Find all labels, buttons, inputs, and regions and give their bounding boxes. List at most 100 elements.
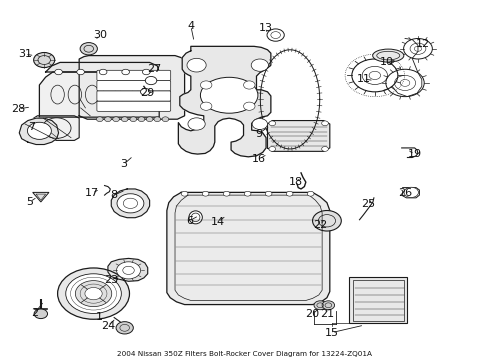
Polygon shape	[19, 118, 59, 144]
Circle shape	[121, 117, 128, 122]
Circle shape	[264, 192, 271, 196]
Circle shape	[130, 117, 137, 122]
Text: 2: 2	[31, 308, 38, 318]
Text: 24: 24	[101, 321, 115, 331]
Circle shape	[306, 192, 313, 196]
Text: 19: 19	[407, 149, 421, 159]
Circle shape	[268, 121, 275, 126]
Circle shape	[285, 192, 292, 196]
Text: 16: 16	[251, 154, 265, 164]
Circle shape	[243, 102, 255, 110]
Circle shape	[146, 117, 153, 122]
Circle shape	[85, 287, 102, 300]
Text: 11: 11	[356, 74, 369, 84]
Circle shape	[252, 118, 267, 130]
FancyBboxPatch shape	[97, 70, 170, 81]
Polygon shape	[166, 192, 329, 305]
FancyBboxPatch shape	[97, 91, 170, 101]
Text: 30: 30	[93, 30, 106, 40]
Polygon shape	[33, 192, 49, 202]
Text: 28: 28	[11, 104, 25, 114]
Text: 1: 1	[96, 311, 103, 321]
Circle shape	[187, 118, 205, 130]
Text: 5: 5	[26, 197, 33, 207]
Circle shape	[77, 69, 84, 75]
Circle shape	[116, 262, 140, 279]
Circle shape	[202, 192, 208, 196]
Circle shape	[138, 117, 144, 122]
Text: 7: 7	[28, 122, 35, 132]
Text: 13: 13	[259, 23, 272, 33]
Text: 26: 26	[397, 188, 411, 198]
Polygon shape	[79, 55, 184, 119]
Circle shape	[112, 117, 119, 122]
Circle shape	[200, 81, 211, 89]
Text: 3: 3	[120, 159, 127, 169]
FancyBboxPatch shape	[97, 101, 170, 111]
Circle shape	[251, 59, 268, 71]
Text: 9: 9	[255, 129, 262, 139]
Text: 31: 31	[18, 49, 32, 59]
Text: 12: 12	[415, 39, 429, 49]
Circle shape	[116, 322, 133, 334]
Polygon shape	[40, 72, 159, 117]
Text: 22: 22	[312, 220, 326, 230]
Circle shape	[27, 122, 51, 139]
Circle shape	[243, 81, 255, 89]
Ellipse shape	[372, 49, 403, 62]
Circle shape	[34, 53, 55, 68]
Circle shape	[313, 301, 326, 310]
Circle shape	[58, 268, 129, 319]
Text: 29: 29	[140, 88, 155, 98]
FancyBboxPatch shape	[348, 277, 407, 323]
Ellipse shape	[200, 77, 257, 113]
Text: 27: 27	[147, 64, 161, 74]
Polygon shape	[108, 258, 147, 281]
Polygon shape	[111, 189, 149, 218]
FancyBboxPatch shape	[97, 81, 170, 91]
Circle shape	[140, 89, 150, 95]
Polygon shape	[267, 121, 329, 151]
Circle shape	[122, 69, 129, 75]
Text: 20: 20	[305, 309, 319, 319]
Text: 6: 6	[185, 216, 192, 226]
Circle shape	[223, 192, 229, 196]
Circle shape	[322, 301, 334, 310]
Circle shape	[162, 117, 168, 122]
Text: 2004 Nissan 350Z Filters Bolt-Rocker Cover Diagram for 13224-ZQ01A: 2004 Nissan 350Z Filters Bolt-Rocker Cov…	[117, 351, 371, 357]
Text: 17: 17	[85, 188, 99, 198]
Circle shape	[117, 194, 143, 213]
Circle shape	[181, 192, 187, 196]
Text: 10: 10	[380, 57, 393, 67]
Circle shape	[321, 121, 328, 126]
Circle shape	[75, 281, 112, 307]
Circle shape	[104, 117, 111, 122]
Polygon shape	[34, 116, 79, 140]
Text: 23: 23	[104, 275, 118, 285]
Circle shape	[142, 69, 150, 75]
Circle shape	[55, 69, 62, 75]
Circle shape	[34, 309, 47, 319]
Text: 8: 8	[110, 190, 118, 200]
Circle shape	[268, 147, 275, 151]
Circle shape	[96, 117, 103, 122]
Text: 14: 14	[211, 217, 225, 227]
Circle shape	[80, 42, 97, 55]
Circle shape	[321, 147, 328, 151]
Circle shape	[65, 274, 121, 314]
Circle shape	[154, 117, 160, 122]
Polygon shape	[45, 62, 159, 72]
Text: 21: 21	[319, 309, 333, 319]
Circle shape	[186, 58, 206, 72]
Text: 4: 4	[187, 21, 194, 31]
Circle shape	[145, 76, 157, 85]
Circle shape	[244, 192, 250, 196]
Circle shape	[403, 187, 418, 198]
Polygon shape	[178, 46, 270, 157]
Text: 15: 15	[324, 328, 338, 338]
Text: 25: 25	[360, 199, 374, 209]
Circle shape	[200, 102, 211, 110]
Ellipse shape	[188, 211, 202, 224]
Text: 18: 18	[288, 177, 303, 187]
Circle shape	[312, 211, 341, 231]
